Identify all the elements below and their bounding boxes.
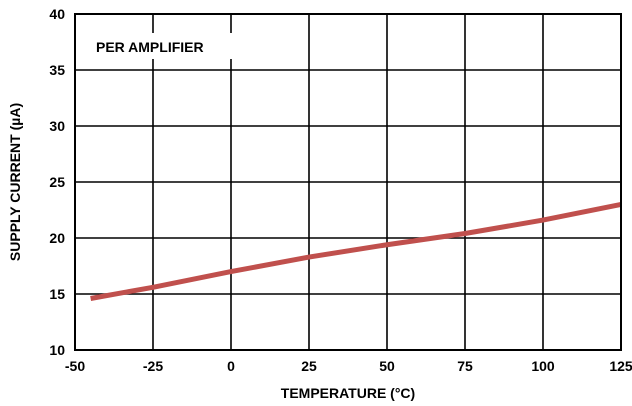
x-tick-label: 125	[609, 358, 632, 374]
x-tick-labels: -50 -25 0 25 50 75 100 125	[65, 358, 632, 374]
y-tick-labels: 10 15 20 25 30 35 40	[49, 6, 65, 358]
x-tick-label: 0	[227, 358, 235, 374]
x-tick-label: 50	[379, 358, 395, 374]
y-tick-label: 35	[49, 62, 65, 78]
y-tick-label: 10	[49, 342, 65, 358]
x-tick-label: -50	[65, 358, 85, 374]
plot-area-frame	[74, 13, 622, 351]
y-tick-label: 15	[49, 286, 65, 302]
y-tick-label: 30	[49, 118, 65, 134]
y-tick-label: 25	[49, 174, 65, 190]
series-layer	[90, 201, 622, 301]
x-axis-title: TEMPERATURE (°C)	[281, 385, 415, 401]
grid-lines	[75, 14, 621, 350]
y-tick-label: 40	[49, 6, 65, 22]
annotation-label: PER AMPLIFIER	[96, 39, 204, 55]
x-tick-label: 25	[301, 358, 317, 374]
series-line-supply-current	[90, 201, 622, 301]
x-tick-label: 75	[457, 358, 473, 374]
x-tick-label: -25	[143, 358, 163, 374]
x-tick-label: 100	[531, 358, 555, 374]
y-axis-title: SUPPLY CURRENT (µA)	[7, 103, 23, 261]
annotation-background	[88, 33, 236, 59]
y-tick-label: 20	[49, 230, 65, 246]
